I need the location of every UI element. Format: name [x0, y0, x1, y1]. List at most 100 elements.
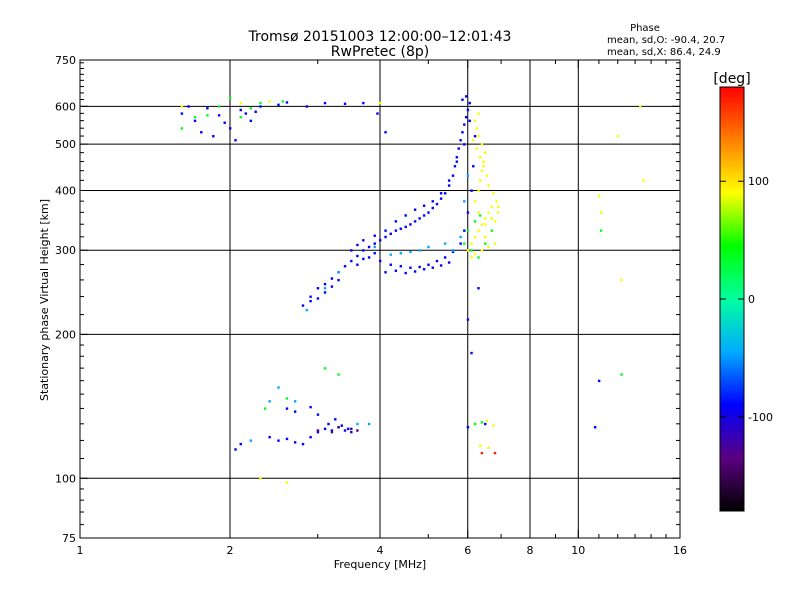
data-point	[477, 229, 480, 232]
data-points	[180, 95, 645, 484]
data-point	[244, 112, 248, 115]
data-point	[466, 108, 470, 112]
data-point	[334, 418, 337, 421]
data-point	[473, 422, 477, 426]
data-point	[285, 481, 289, 484]
data-point	[293, 410, 297, 413]
data-point	[330, 429, 334, 432]
data-point	[480, 143, 484, 146]
y-tick-label: 500	[55, 138, 76, 151]
data-point	[316, 287, 320, 290]
data-point	[217, 105, 221, 108]
data-point	[473, 135, 477, 138]
data-point	[340, 424, 344, 427]
data-point	[404, 225, 407, 229]
data-point	[330, 277, 334, 280]
data-point	[268, 435, 271, 439]
data-point	[463, 200, 466, 203]
stats-heading: Phase	[630, 23, 660, 34]
data-point	[399, 227, 403, 230]
data-point	[234, 448, 237, 451]
data-point	[239, 101, 242, 105]
data-point	[394, 220, 398, 223]
colorbar-tick-label: -100	[748, 411, 773, 424]
data-point	[356, 422, 359, 426]
data-point	[180, 105, 184, 108]
data-point	[461, 131, 464, 134]
data-point	[409, 223, 412, 226]
y-tick-label: 100	[55, 472, 76, 485]
data-point	[472, 165, 475, 168]
data-point	[480, 421, 484, 424]
data-point	[293, 400, 297, 403]
data-point	[356, 429, 359, 432]
data-point	[427, 211, 430, 214]
data-point	[229, 127, 232, 130]
x-axis-label: Frequency [MHz]	[334, 558, 426, 571]
data-point	[459, 139, 462, 142]
data-point	[620, 373, 623, 376]
data-point	[337, 278, 340, 282]
data-point	[470, 249, 473, 252]
data-point	[323, 291, 327, 294]
axes: 1 2 4 6 8 10 16 75 100 200 300 400 500 600 750	[55, 54, 687, 557]
data-point	[337, 373, 340, 376]
data-point	[394, 269, 398, 272]
data-point	[187, 105, 190, 108]
data-point	[455, 160, 459, 163]
data-point	[346, 427, 350, 431]
data-point	[337, 271, 340, 274]
data-point	[327, 422, 330, 426]
data-point	[343, 102, 347, 105]
data-point	[418, 265, 421, 269]
data-point	[487, 184, 490, 187]
data-point	[413, 208, 417, 211]
data-point	[487, 245, 490, 249]
data-point	[473, 200, 477, 203]
data-point	[384, 131, 387, 134]
data-point	[443, 242, 447, 245]
data-point	[367, 422, 371, 426]
y-tick-label: 400	[55, 184, 76, 197]
data-point	[362, 101, 365, 105]
data-point	[200, 131, 203, 134]
data-point	[477, 256, 480, 259]
data-point	[309, 435, 312, 439]
x-tick-label: 1	[77, 544, 84, 557]
data-point	[485, 419, 489, 423]
data-point	[249, 107, 253, 110]
data-point	[451, 249, 455, 252]
data-point	[466, 229, 470, 232]
data-point	[180, 127, 184, 130]
data-point	[422, 268, 426, 271]
x-tick-label: 8	[527, 544, 534, 557]
data-point	[379, 101, 382, 105]
data-point	[484, 242, 487, 245]
data-point	[472, 139, 475, 142]
data-point	[394, 229, 398, 232]
data-point	[459, 235, 462, 239]
data-point	[455, 156, 459, 159]
data-point	[376, 112, 379, 115]
data-point	[379, 239, 382, 242]
data-point	[323, 287, 327, 290]
data-point	[309, 405, 312, 409]
data-point	[413, 220, 417, 223]
data-point	[323, 101, 327, 105]
data-point	[480, 249, 484, 252]
data-point	[447, 261, 451, 264]
data-point	[479, 444, 482, 448]
data-point	[323, 427, 327, 431]
stats-line-x: mean, sd,X: 86.4, 24.9	[607, 47, 721, 58]
data-point	[413, 270, 417, 273]
data-point	[447, 179, 451, 182]
data-point	[496, 205, 500, 209]
data-point	[443, 192, 447, 195]
data-point	[373, 252, 376, 255]
data-point	[343, 429, 347, 432]
data-point	[305, 105, 309, 108]
data-point	[639, 105, 642, 108]
data-point	[473, 252, 477, 256]
data-point	[356, 243, 359, 247]
data-point	[463, 229, 466, 232]
